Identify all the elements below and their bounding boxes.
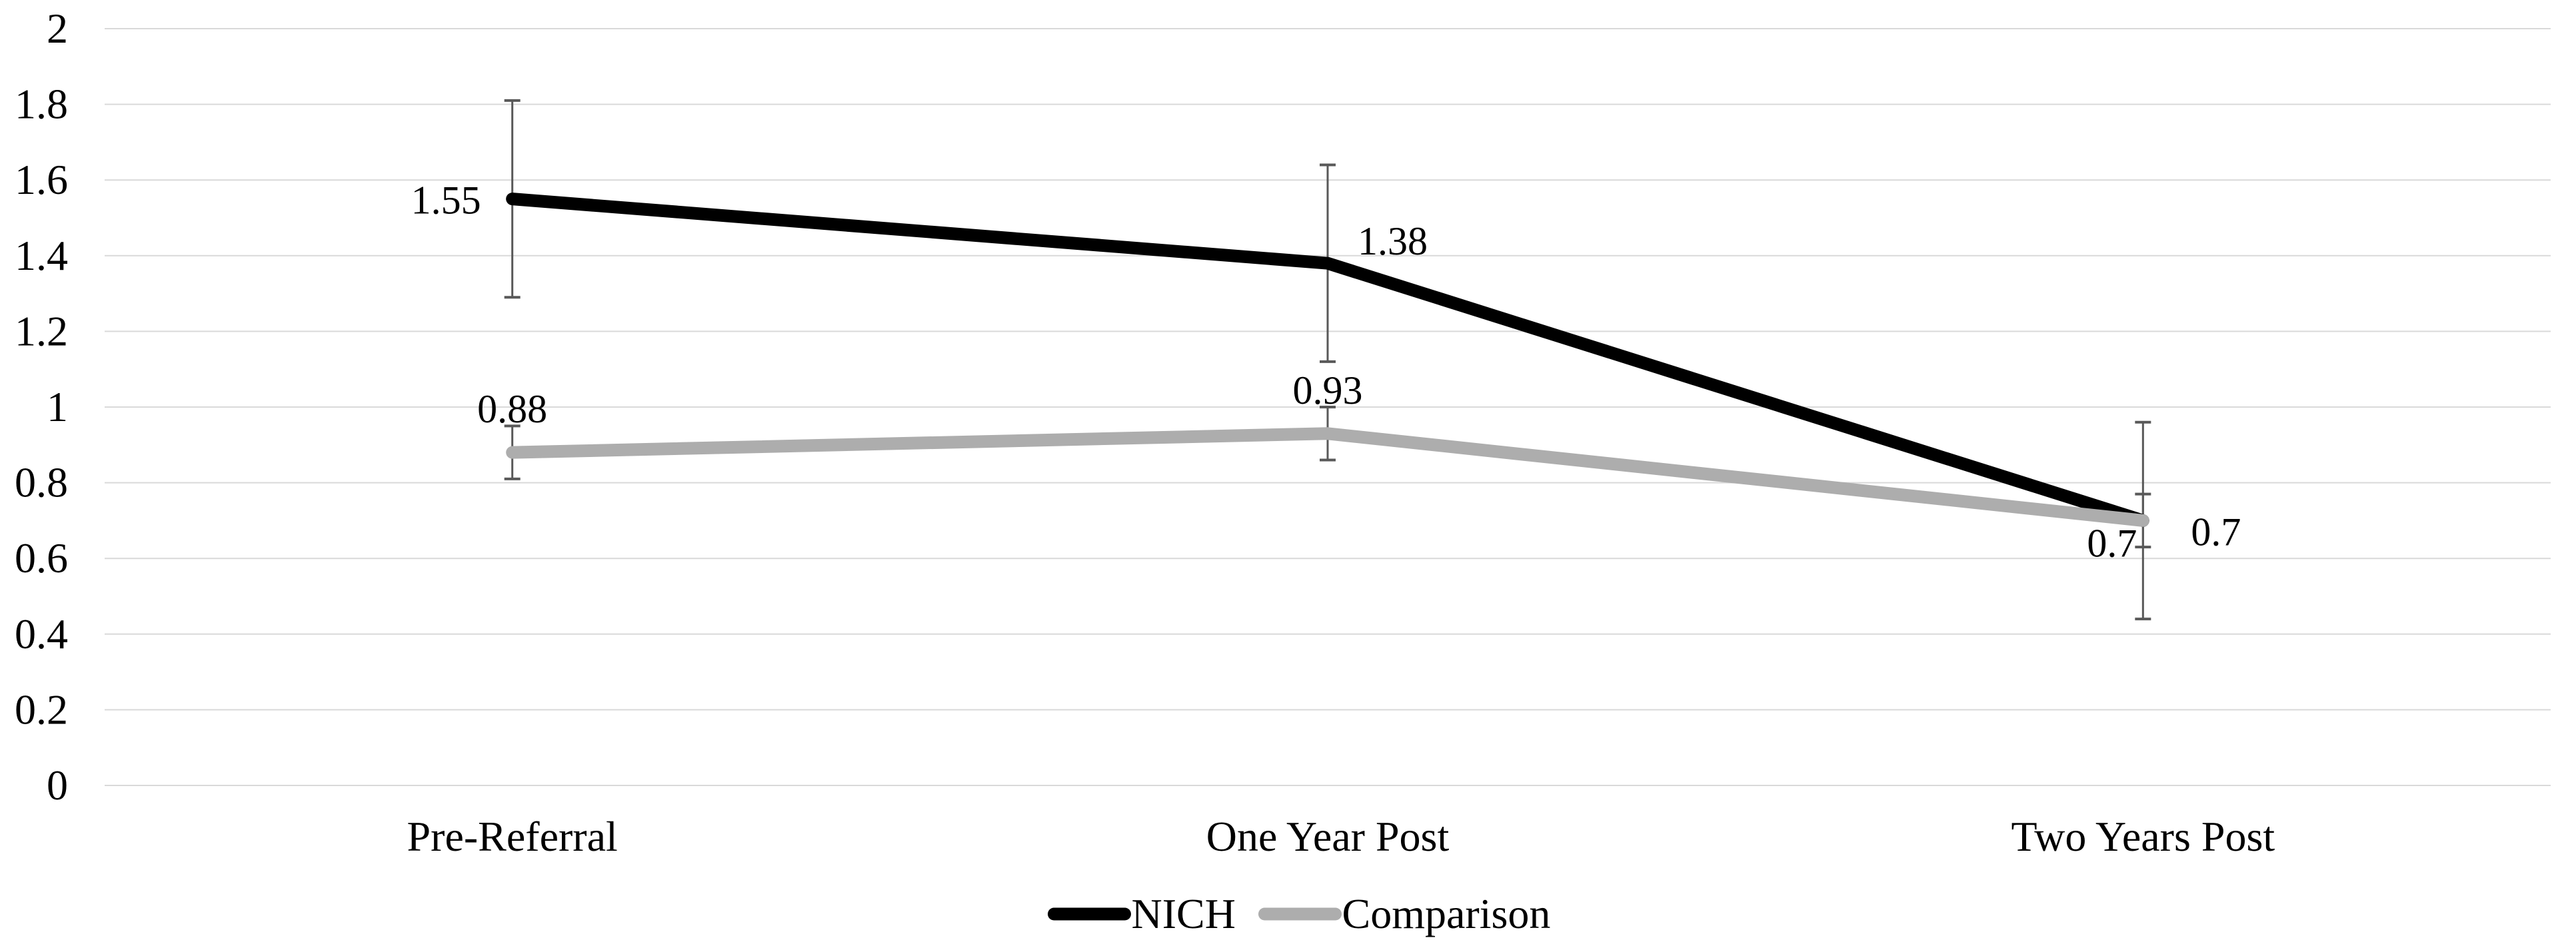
- data-label-nich: 1.55: [411, 179, 481, 223]
- y-axis-tick-label: 1.4: [15, 232, 68, 279]
- legend-item-comparison: Comparison: [1258, 890, 1551, 937]
- y-axis-tick-label: 0.6: [15, 534, 68, 582]
- series-line-nich: [506, 193, 2149, 527]
- legend-label-comparison: Comparison: [1342, 890, 1551, 937]
- y-axis-tick-label: 0: [47, 761, 68, 809]
- y-axis-tick-label: 1.2: [15, 307, 68, 354]
- data-label-comparison: 0.93: [1293, 368, 1363, 412]
- x-axis-category-label: Pre-Referral: [407, 813, 618, 860]
- y-axis-tick-label: 0.4: [15, 610, 68, 658]
- data-label-nich: 0.7: [2191, 510, 2241, 554]
- y-axis-tick-label: 0.8: [15, 459, 68, 506]
- y-axis-tick-label: 1.6: [15, 156, 68, 203]
- data-label-comparison: 0.88: [477, 387, 547, 431]
- y-axis-tick-label: 1.8: [15, 81, 68, 128]
- data-label-nich: 1.38: [1358, 219, 1428, 263]
- y-axis-tick-label: 1: [47, 383, 68, 430]
- y-axis-tick-label: 2: [47, 5, 68, 52]
- y-axis-tick-label: 0.2: [15, 686, 68, 733]
- legend-label-nich: NICH: [1132, 890, 1236, 937]
- series-line-comparison: [506, 427, 2149, 527]
- x-axis-category-label: One Year Post: [1206, 813, 1450, 860]
- data-label-comparison: 0.7: [2087, 521, 2137, 565]
- x-axis-category-label: Two Years Post: [2011, 813, 2275, 860]
- legend-item-nich: NICH: [1048, 890, 1236, 937]
